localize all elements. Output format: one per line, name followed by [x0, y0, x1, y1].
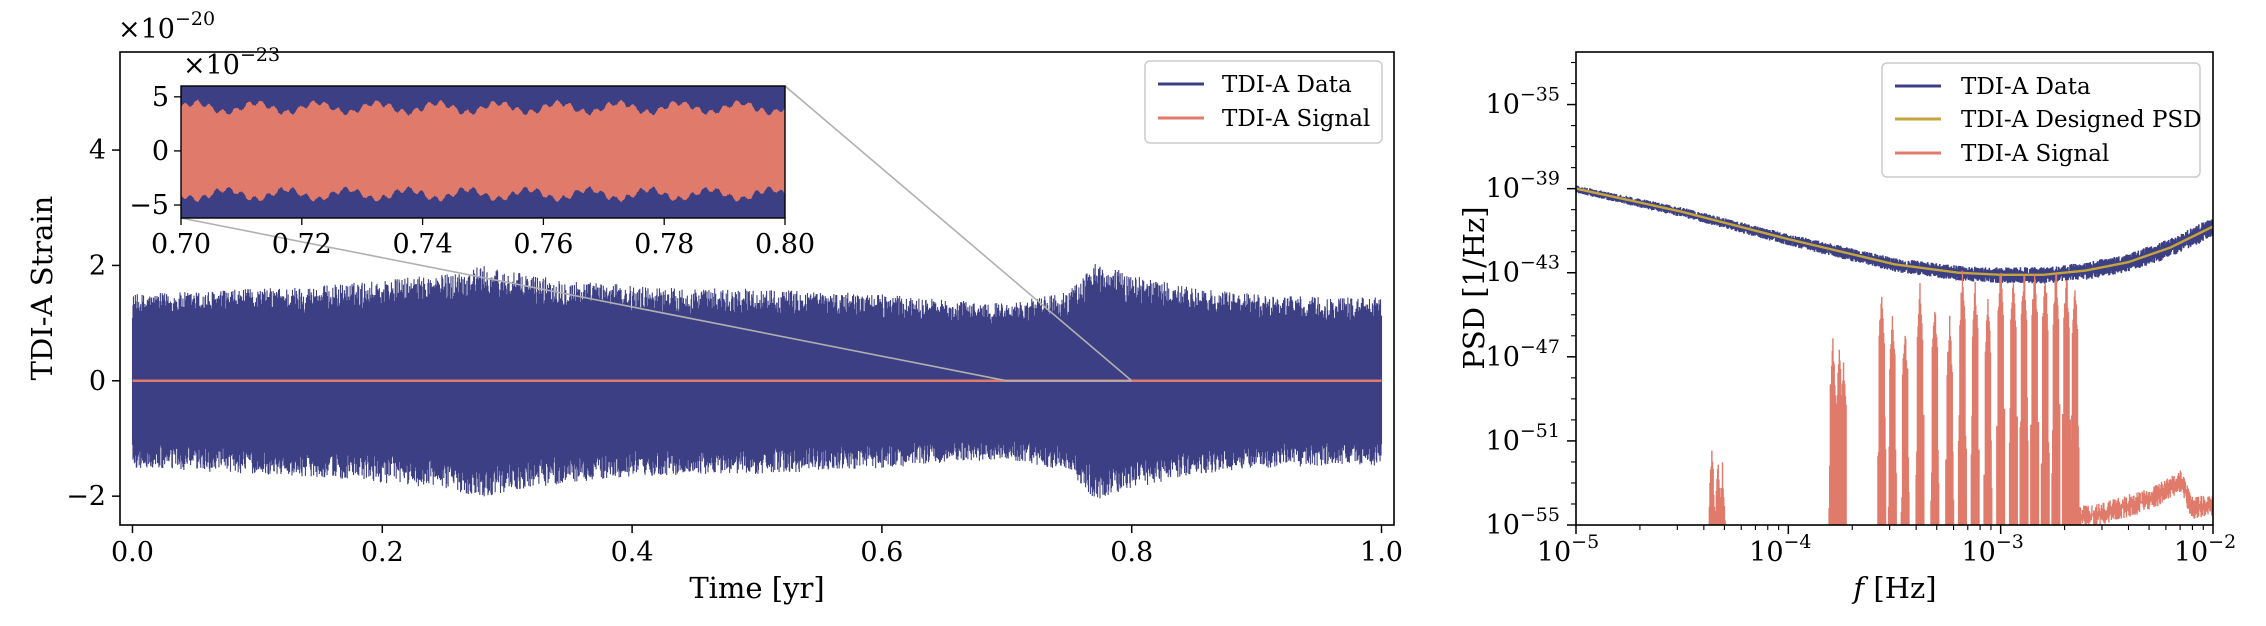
zoom-line-right — [784, 85, 1133, 382]
psd-y-axis-label: PSD [1/Hz] — [1457, 206, 1491, 369]
psd-x-tick-label: 10−4 — [1749, 531, 1811, 568]
y-tick-label: 2 — [89, 250, 106, 281]
inset-x-tick-label: 0.70 — [151, 229, 211, 260]
inset-frame — [180, 85, 786, 219]
inset-signal-fill — [181, 99, 785, 203]
inset-x-tick-label: 0.78 — [634, 229, 694, 260]
inset-signal-series — [181, 99, 785, 203]
psd-x-tick-label: 10−3 — [1961, 531, 2023, 568]
y-tick-label: 4 — [89, 135, 106, 166]
time-series-chart: 0.0 0.2 0.4 0.6 0.8 1.0 −2 0 2 4 ×10−20 Time [yr… — [25, 8, 1403, 605]
y-tick-label: 0 — [89, 366, 106, 397]
psd-chart: 10−5 10−4 10−3 10−2 10−3510−3910−4310−4710−… — [1457, 51, 2236, 605]
psd-y-tick-label: 10−55 — [1486, 504, 1560, 541]
time-y-ticks: −2 0 2 4 — [66, 135, 120, 512]
psd-signal-series — [1708, 270, 2213, 525]
legend-label-signal: TDI-A Signal — [1222, 106, 1370, 132]
psd-legend: TDI-A Data TDI-A Designed PSD TDI-A Sign… — [1881, 62, 2202, 178]
x-tick-label: 1.0 — [1360, 537, 1403, 568]
psd-y-tick-label: 10−43 — [1486, 252, 1560, 289]
inset-x-tick-label: 0.80 — [755, 229, 815, 260]
psd-y-tick-label: 10−51 — [1486, 420, 1560, 457]
x-tick-label: 0.6 — [860, 537, 903, 568]
psd-frame — [1575, 51, 2214, 526]
inset-y-scale-factor: ×10−23 — [183, 44, 280, 81]
x-tick-label: 0.8 — [1110, 537, 1153, 568]
legend-box — [1144, 60, 1383, 144]
inset-x-tick-label: 0.76 — [513, 229, 573, 260]
psd-y-tick-label: 10−35 — [1486, 84, 1560, 121]
zoom-line-left — [180, 217, 1007, 382]
inset-x-tick-label: 0.72 — [272, 229, 332, 260]
psd-y-tick-label: 10−47 — [1486, 336, 1560, 373]
inset-x-tick-label: 0.74 — [393, 229, 453, 260]
inset-x-ticks: 0.70 0.72 0.74 0.76 0.78 0.80 — [151, 218, 815, 260]
psd-legend-label-signal: TDI-A Signal — [1961, 141, 2109, 167]
inset-y-ticks: −5 0 5 — [129, 82, 181, 221]
time-x-axis-label: Time [yr] — [689, 571, 824, 605]
x-tick-label: 0.2 — [361, 537, 404, 568]
psd-legend-box — [1881, 62, 2201, 178]
inset-y-tick-label: 5 — [152, 82, 169, 113]
time-series-legend: TDI-A Data TDI-A Signal — [1144, 60, 1383, 144]
psd-data-series — [1576, 185, 2213, 284]
psd-x-tick-label: 10−5 — [1537, 531, 1599, 568]
y-tick-label: −2 — [66, 481, 106, 512]
x-tick-label: 0.4 — [611, 537, 654, 568]
zoom-connector-lines — [180, 85, 1133, 382]
psd-x-ticks: 10−5 10−4 10−3 10−2 — [1537, 525, 2236, 568]
time-x-ticks: 0.0 0.2 0.4 0.6 0.8 1.0 — [111, 525, 1403, 568]
time-y-axis-label: TDI-A Strain — [25, 196, 59, 381]
psd-legend-label-designed: TDI-A Designed PSD — [1961, 107, 2202, 133]
time-series-frame — [119, 51, 1395, 526]
x-tick-label: 0.0 — [111, 537, 154, 568]
psd-legend-label-data: TDI-A Data — [1961, 74, 2091, 100]
psd-x-axis-label: f [Hz] — [1851, 571, 1936, 605]
psd-x-tick-label: 10−2 — [2174, 531, 2236, 568]
psd-y-ticks: 10−35 10−39 10−43 10−47 10−51 10−55 — [1486, 61, 1576, 541]
legend-label-data: TDI-A Data — [1222, 72, 1352, 98]
inset-y-tick-label: −5 — [129, 190, 169, 221]
inset-zoom-chart: 0.70 0.72 0.74 0.76 0.78 0.80 −5 0 5 ×10−23 — [129, 44, 815, 260]
y-scale-factor: ×10−20 — [118, 8, 215, 45]
inset-y-tick-label: 0 — [152, 136, 169, 167]
psd-y-tick-label: 10−39 — [1486, 168, 1560, 205]
